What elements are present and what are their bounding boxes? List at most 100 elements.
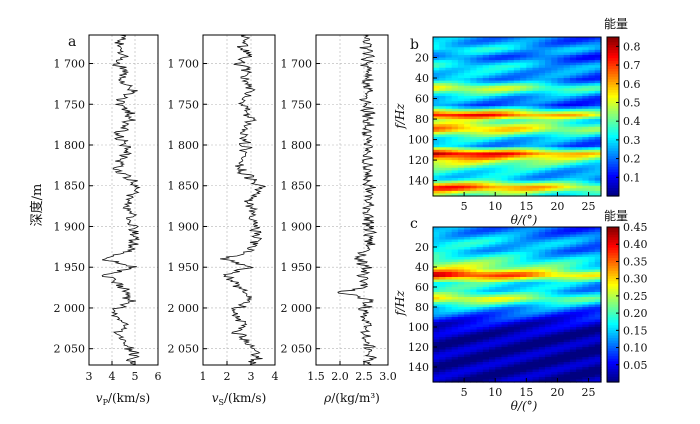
heatmap-cell [507,359,515,363]
heatmap-cell [545,90,552,95]
heatmap-cell [582,234,590,238]
heatmap-cell [582,188,590,192]
heatmap-cell [476,319,484,323]
heatmap-cell [576,269,583,273]
heatmap-cell [551,188,559,192]
heatmap-cell [507,157,515,161]
heatmap-cell [489,111,496,115]
heatmap-cell [482,147,490,151]
heatmap-cell [464,129,471,133]
heatmap-cell [489,367,496,371]
heatmap-cell [433,322,440,326]
heatmap-cell [489,267,496,271]
heatmap-cell [433,85,440,89]
heatmap-cell [520,131,527,136]
heatmap-cell [476,119,484,123]
heatmap-cell [482,154,490,159]
heatmap-cell [495,372,503,376]
heatmap-cell [464,170,471,174]
heatmap-cell [545,37,552,41]
heatmap-cell [582,162,590,166]
heatmap-cell [495,193,503,197]
heatmap-cell [470,75,478,79]
heatmap-cell [501,369,509,373]
heatmap-cell [538,83,546,87]
heatmap-cell [439,170,447,174]
heatmap-cell [439,154,447,159]
heatmap-cell [582,294,590,298]
heatmap-cell [457,149,465,153]
heatmap-cell [526,282,534,286]
heatmap-cell [520,317,527,321]
heatmap-cell [594,37,602,41]
heatmap-cell [551,142,559,146]
heatmap-cell [520,121,527,125]
heatmap-cell [557,377,565,381]
heatmap-cell [464,142,471,146]
heatmap-cell [588,339,596,343]
heatmap-cell [538,259,546,263]
colorbar-segment [607,376,619,381]
heatmap-cell [489,93,496,97]
heatmap-cell [464,180,471,184]
colorbar-segment [607,325,619,329]
heatmap-cell [445,113,453,118]
heatmap-cell [520,142,527,146]
heatmap-cell [451,379,459,383]
heatmap-cell [470,65,478,69]
heatmap-cell [445,254,453,258]
heatmap-cell [470,329,478,333]
heatmap-cell [433,149,440,153]
heatmap-cell [495,103,503,107]
heatmap-cell [451,116,459,120]
heatmap-cell [464,249,471,253]
heatmap-cell [433,144,440,148]
heatmap-cell [538,80,546,84]
heatmap-cell [563,347,571,351]
heatmap-cell [482,294,490,298]
heatmap-cell [501,93,509,97]
heatmap-cell [489,349,496,353]
heatmap-cell [513,299,521,303]
heatmap-cell [520,302,527,306]
y-tick-label: 1 700 [281,58,313,71]
heatmap-cell [439,242,447,246]
heatmap-cell [513,357,521,361]
heatmap-cell [439,262,447,266]
heatmap-cell [520,259,527,263]
colorbar-segment [607,137,619,141]
heatmap-cell [445,347,453,351]
heatmap-cell [569,111,577,115]
heatmap-cell [594,134,602,138]
heatmap-cell [532,234,540,238]
heatmap-cell [526,307,534,311]
heatmap-cell [526,183,534,187]
heatmap-cell [495,347,503,351]
heatmap-cell [545,42,552,46]
heatmap-cell [545,322,552,326]
heatmap-cell [433,307,440,311]
heatmap-cell [563,57,571,61]
heatmap-cell [551,90,559,95]
heatmap-cell [445,116,453,120]
heatmap-cell [576,183,583,187]
heatmap-cell [532,347,540,351]
heatmap-cell [532,289,540,293]
heatmap-cell [588,262,596,266]
heatmap-cell [538,57,546,61]
heatmap-cell [445,88,453,92]
heatmap-cell [545,60,552,64]
heatmap-cell [507,121,515,125]
heatmap-cell [433,119,440,123]
heatmap-cell [532,232,540,236]
heatmap-cell [513,149,521,153]
heatmap-cell [513,317,521,321]
heatmap-cell [489,237,496,241]
heatmap-cell [445,178,453,182]
heatmap-cell [526,126,534,130]
heatmap-cell [538,167,546,171]
heatmap-cell [551,329,559,333]
heatmap-cell [495,72,503,77]
heatmap-cell [576,359,583,363]
heatmap-cell [476,165,484,169]
